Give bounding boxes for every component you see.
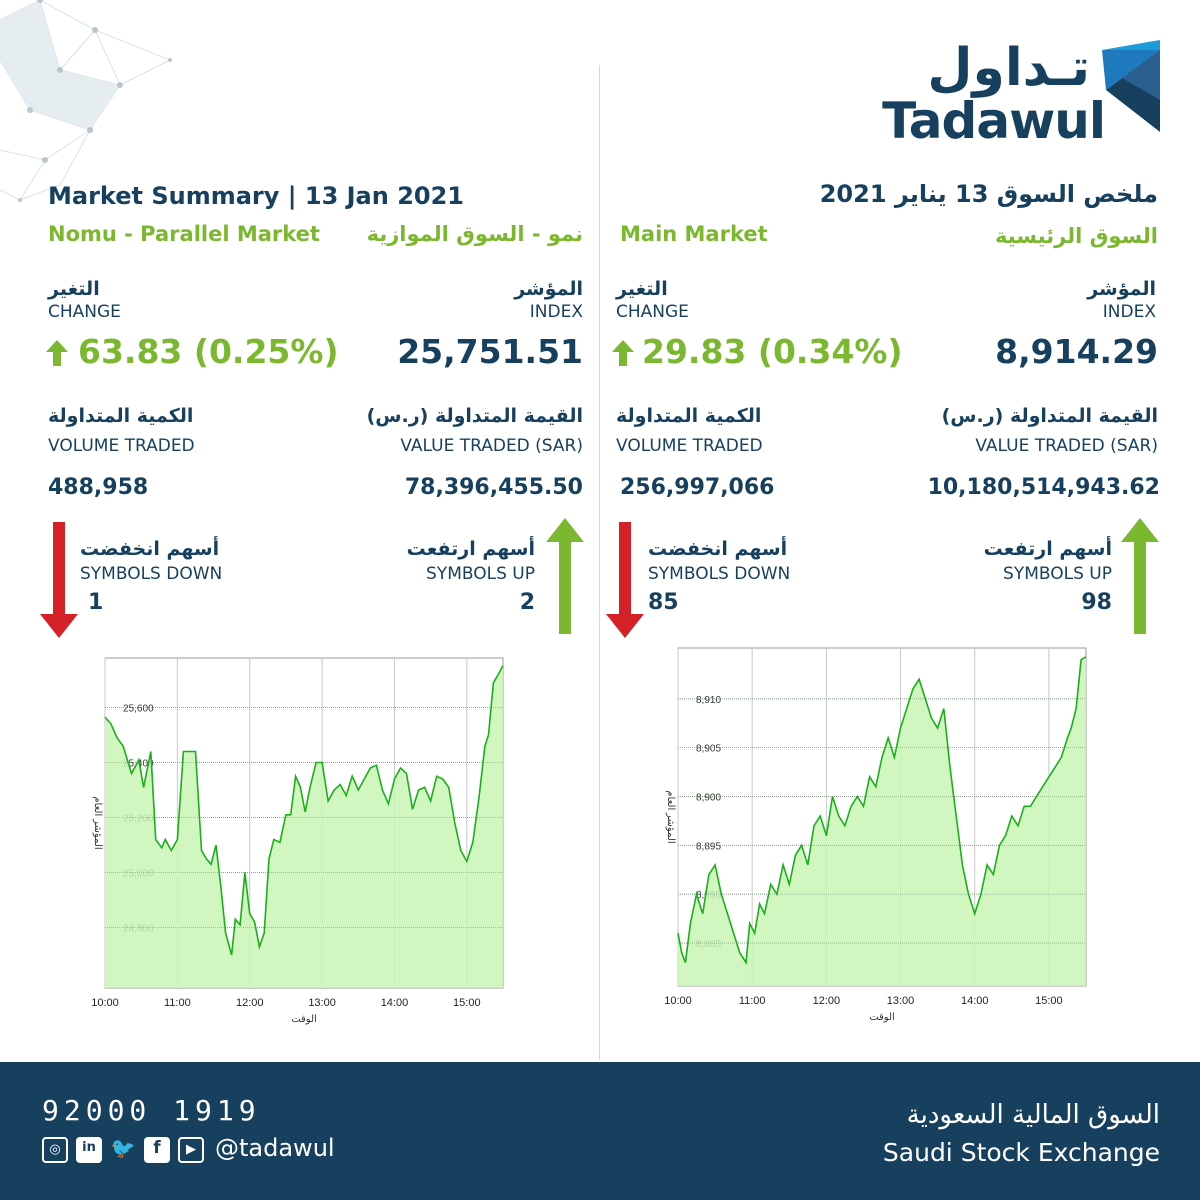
main-chart-x-tick-label: 10:00 xyxy=(664,995,692,1007)
nomu-volume-value: 488,958 xyxy=(48,475,148,500)
nomu-index-label-ar: المؤشر xyxy=(514,278,583,300)
main-subtitle-ar: السوق الرئيسية xyxy=(995,224,1158,248)
main-index-label-en: INDEX xyxy=(1103,302,1156,322)
nomu-change-label-en: CHANGE xyxy=(48,302,121,322)
nomu-up-label-en: SYMBOLS UP xyxy=(426,564,535,584)
main-chart-y-axis-label: المؤشر العام xyxy=(665,790,676,843)
main-chart-y-tick-label: 8,910 xyxy=(696,695,721,706)
main-index-chart: 10:0011:0012:0013:0014:0015:008,8858,890… xyxy=(628,636,1098,1038)
main-chart-x-tick-label: 14:00 xyxy=(961,995,989,1007)
main-valtraded-label-ar: القيمة المتداولة (ر.س) xyxy=(942,405,1158,427)
main-change-label-ar: التغير xyxy=(616,278,668,300)
phone-number: 92000 1919 xyxy=(42,1094,261,1127)
main-up-value: 98 xyxy=(1081,590,1112,615)
main-index-value: 8,914.29 xyxy=(995,332,1158,371)
main-up-label-ar: أسهم ارتفعت xyxy=(984,538,1112,560)
main-down-label-en: SYMBOLS DOWN xyxy=(648,564,790,584)
nomu-index-chart: 10:0011:0012:0013:0014:0015:0024,80025,0… xyxy=(55,648,515,1038)
nomu-chart-y-axis-label: المؤشر العام xyxy=(92,796,103,849)
main-chart-x-tick-label: 11:00 xyxy=(739,995,766,1007)
tadawul-logo-mark-icon xyxy=(1102,40,1162,132)
main-symbols-down-arrow-icon xyxy=(606,522,644,638)
linkedin-icon[interactable]: in xyxy=(76,1137,102,1163)
nomu-change-label-ar: التغير xyxy=(48,278,100,300)
main-valtraded-label-en: VALUE TRADED (SAR) xyxy=(975,436,1158,456)
main-volume-value: 256,997,066 xyxy=(620,475,774,500)
nomu-symbols-up-arrow-icon xyxy=(546,518,584,634)
main-down-label-ar: أسهم انخفضت xyxy=(648,538,787,560)
twitter-icon[interactable]: 🐦 xyxy=(110,1137,136,1163)
exchange-name-ar: السوق المالية السعودية xyxy=(907,1100,1160,1130)
nomu-chart-x-tick-label: 12:00 xyxy=(236,997,264,1009)
nomu-down-label-ar: أسهم انخفضت xyxy=(80,538,219,560)
nomu-valtraded-value: 78,396,455.50 xyxy=(405,475,583,500)
facebook-icon[interactable]: f xyxy=(144,1137,170,1163)
main-valtraded-value: 10,180,514,943.62 xyxy=(928,475,1160,500)
main-title: ملخص السوق 13 يناير 2021 xyxy=(820,180,1158,208)
main-volume-label-ar: الكمية المتداولة xyxy=(616,405,761,427)
nomu-chart-x-axis-label: الوقت xyxy=(291,1014,317,1025)
exchange-name-en: Saudi Stock Exchange xyxy=(883,1138,1160,1167)
nomu-title: Market Summary | 13 Jan 2021 xyxy=(48,182,464,210)
nomu-index-label-en: INDEX xyxy=(530,302,583,322)
main-chart-x-tick-label: 12:00 xyxy=(813,995,841,1007)
nomu-chart-x-tick-label: 14:00 xyxy=(381,997,409,1009)
nomu-volume-label-en: VOLUME TRADED xyxy=(48,436,195,456)
main-change-label-en: CHANGE xyxy=(616,302,689,322)
nomu-chart-x-tick-label: 15:00 xyxy=(453,997,481,1009)
instagram-icon[interactable]: ◎ xyxy=(42,1137,68,1163)
nomu-chart-x-tick-label: 10:00 xyxy=(91,997,119,1009)
nomu-up-label-ar: أسهم ارتفعت xyxy=(407,538,535,560)
section-divider xyxy=(599,65,600,1060)
main-down-value: 85 xyxy=(648,590,679,615)
main-chart-y-tick-label: 8,905 xyxy=(696,744,721,755)
nomu-chart-x-tick-label: 11:00 xyxy=(164,997,191,1009)
main-subtitle-en: Main Market xyxy=(620,222,768,246)
nomu-subtitle-en: Nomu - Parallel Market xyxy=(48,222,320,246)
main-chart-x-tick-label: 15:00 xyxy=(1035,995,1063,1007)
nomu-change-up-arrow-icon xyxy=(46,340,68,366)
nomu-chart-y-tick-label: 25,600 xyxy=(123,704,154,715)
nomu-down-value: 1 xyxy=(88,590,103,615)
nomu-subtitle-ar: نمو - السوق الموازية xyxy=(367,222,583,246)
main-change-up-arrow-icon xyxy=(612,340,634,366)
nomu-index-value: 25,751.51 xyxy=(397,332,583,371)
logo-arabic: تـداول xyxy=(927,38,1090,98)
main-chart-x-axis-label: الوقت xyxy=(869,1012,895,1023)
footer-bar: 92000 1919 ◎ in 🐦 f ▶ @tadawul السوق الم… xyxy=(0,1062,1200,1200)
social-handle[interactable]: @tadawul xyxy=(215,1134,335,1162)
main-chart-x-tick-label: 13:00 xyxy=(887,995,915,1007)
nomu-valtraded-label-ar: القيمة المتداولة (ر.س) xyxy=(367,405,583,427)
nomu-volume-label-ar: الكمية المتداولة xyxy=(48,405,193,427)
nomu-chart-x-tick-label: 13:00 xyxy=(308,997,336,1009)
youtube-icon[interactable]: ▶ xyxy=(178,1137,204,1163)
main-change-value: 29.83 (0.34%) xyxy=(642,332,903,371)
main-chart-y-tick-label: 8,900 xyxy=(696,792,721,803)
nomu-symbols-down-arrow-icon xyxy=(40,522,78,638)
main-index-label-ar: المؤشر xyxy=(1087,278,1156,300)
main-chart-y-tick-label: 8,895 xyxy=(696,841,721,852)
nomu-valtraded-label-en: VALUE TRADED (SAR) xyxy=(400,436,583,456)
main-volume-label-en: VOLUME TRADED xyxy=(616,436,763,456)
nomu-change-value: 63.83 (0.25%) xyxy=(78,332,339,371)
nomu-down-label-en: SYMBOLS DOWN xyxy=(80,564,222,584)
main-up-label-en: SYMBOLS UP xyxy=(1003,564,1112,584)
logo-english: Tadawul xyxy=(882,92,1105,150)
main-symbols-up-arrow-icon xyxy=(1121,518,1159,634)
nomu-up-value: 2 xyxy=(520,590,535,615)
